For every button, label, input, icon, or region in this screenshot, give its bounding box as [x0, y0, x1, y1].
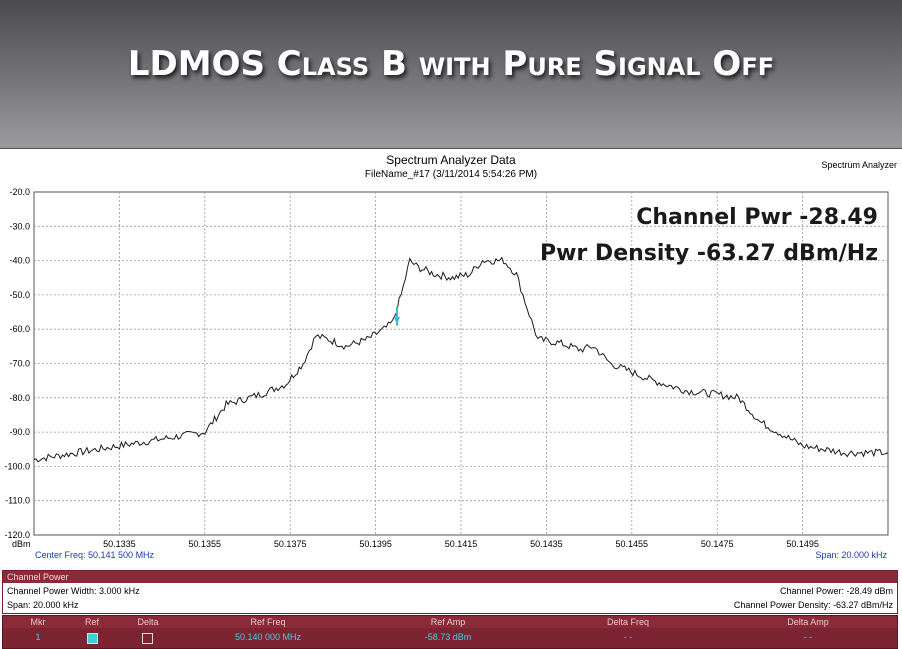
y-tick-label: -100.0	[4, 461, 30, 471]
y-tick-label: -70.0	[9, 359, 30, 369]
channel-power-span: Span: 20.000 kHz	[7, 600, 79, 610]
y-axis-label: dBm	[12, 539, 31, 549]
y-tick-label: -50.0	[9, 290, 30, 300]
channel-power-value: Channel Power: -28.49 dBm	[779, 586, 893, 596]
y-tick-label: -80.0	[9, 393, 30, 403]
x-tick-label: 50.1475	[701, 539, 734, 549]
marker-table: Mkr Ref Delta Ref Freq Ref Amp Delta Fre…	[2, 615, 898, 649]
marker-number: 1	[35, 632, 41, 642]
x-tick-label: 50.1415	[445, 539, 478, 549]
slide-title: LDMOS Class B with Pure Signal Off	[127, 44, 775, 84]
marker-ref-freq: 50.140 000 MHz	[234, 632, 302, 642]
x-tick-labels: 50.1335 50.1355 50.1375 50.1395 50.1415 50.14…	[103, 539, 819, 549]
y-tick-label: -20.0	[9, 187, 30, 197]
marker-delta-freq: - -	[623, 632, 633, 642]
delta-checkbox[interactable]	[142, 633, 153, 644]
x-tick-label: 50.1375	[274, 539, 307, 549]
y-tick-label: -30.0	[9, 221, 30, 231]
y-tick-label: -40.0	[9, 256, 30, 266]
x-tick-label: 50.1435	[530, 539, 563, 549]
analyzer-brand-label: Spectrum Analyzer	[821, 160, 897, 170]
span-label: Span: 20.000 kHz	[815, 550, 887, 560]
center-freq-label: Center Freq: 50.141 500 MHz	[35, 550, 155, 560]
col-ref: Ref	[84, 617, 99, 627]
channel-power-panel: Channel Power Channel Power Width: 3.000…	[2, 570, 898, 614]
chart-subtitle: FileName_#17 (3/11/2014 5:54:26 PM)	[364, 169, 538, 180]
power-density-annotation: Pwr Density -63.27 dBm/Hz	[539, 241, 878, 266]
slide-header: LDMOS Class B with Pure Signal Off	[0, 0, 902, 148]
x-tick-label: 50.1335	[103, 539, 136, 549]
col-mkr: Mkr	[30, 617, 46, 627]
y-tick-labels: -20.0 -30.0 -40.0 -50.0 -60.0 -70.0 -80.0 -90.0…	[4, 187, 30, 540]
x-tick-label: 50.1455	[616, 539, 649, 549]
x-tick-label: 50.1355	[189, 539, 222, 549]
marker-ref-amp: -58.73 dBm	[424, 632, 472, 642]
spectrum-analyzer-window: Spectrum Analyzer Data FileName_#17 (3/1…	[0, 148, 902, 649]
marker-delta-amp: - -	[803, 632, 813, 642]
marker-table-body	[3, 628, 897, 648]
col-ref-freq: Ref Freq	[250, 617, 286, 627]
y-tick-label: -90.0	[9, 427, 30, 437]
channel-power-density: Channel Power Density: -63.27 dBm/Hz	[733, 600, 893, 610]
channel-power-annotation: Channel Pwr -28.49	[636, 205, 878, 230]
spectrum-trace	[33, 256, 889, 463]
marker-pointer	[393, 316, 400, 325]
marker-1	[393, 306, 400, 326]
y-tick-label: -60.0	[9, 324, 30, 334]
col-delta-freq: Delta Freq	[606, 617, 650, 627]
y-tick-label: -110.0	[5, 496, 30, 506]
ref-checkbox[interactable]	[87, 633, 98, 644]
channel-power-header: Channel Power	[3, 571, 897, 583]
channel-power-width: Channel Power Width: 3.000 kHz	[7, 586, 140, 596]
col-delta: Delta	[137, 617, 159, 627]
col-delta-amp: Delta Amp	[787, 617, 829, 627]
x-tick-label: 50.1395	[359, 539, 392, 549]
plot-grid	[33, 191, 889, 536]
col-ref-amp: Ref Amp	[430, 617, 466, 627]
x-tick-label: 50.1495	[786, 539, 819, 549]
chart-title: Spectrum Analyzer Data	[386, 153, 516, 167]
y-tick-label: -120.0	[4, 530, 30, 540]
spectrum-plot[interactable]: -20.0 -30.0 -40.0 -50.0 -60.0 -70.0 -80.0 -90.0…	[0, 149, 902, 559]
